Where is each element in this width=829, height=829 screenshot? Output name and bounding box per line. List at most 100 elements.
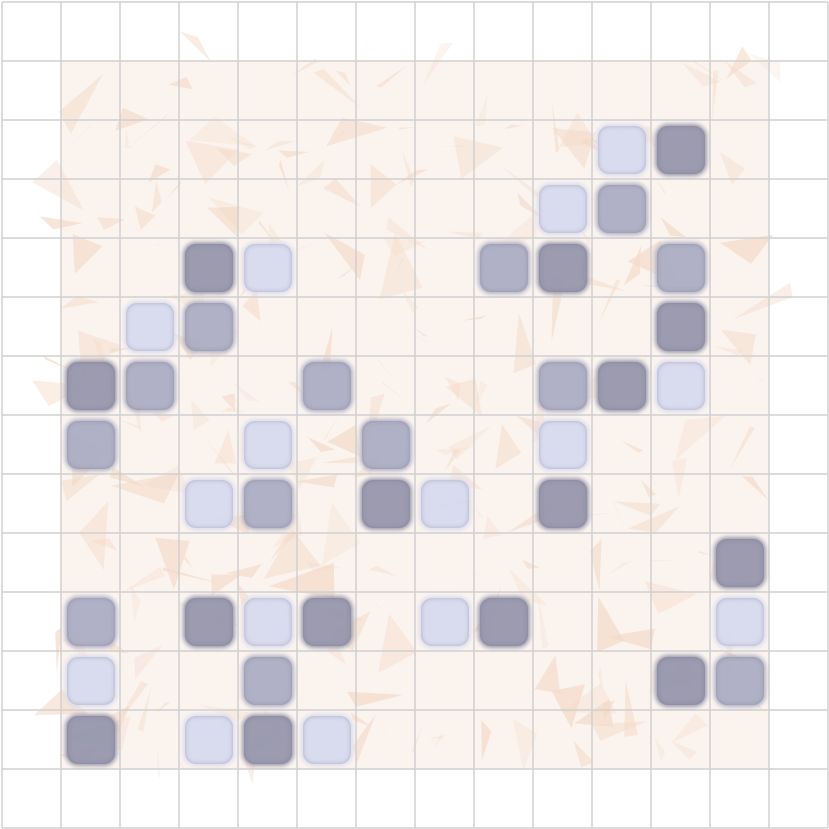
tile-light[interactable] [243, 420, 292, 469]
texture-blotch [396, 257, 405, 274]
tile-light[interactable] [597, 125, 646, 174]
tile-dark[interactable] [656, 125, 705, 174]
tile-dark[interactable] [538, 479, 587, 528]
tile-medium[interactable] [656, 243, 705, 292]
texture-blotch [714, 346, 744, 356]
texture-blotch [552, 128, 596, 169]
texture-blotch [270, 532, 297, 562]
tile-medium[interactable] [361, 420, 410, 469]
tile-medium[interactable] [597, 184, 646, 233]
texture-blotch [741, 476, 769, 501]
tile-light[interactable] [66, 656, 115, 705]
texture-blotch [551, 275, 566, 342]
tile-medium[interactable] [184, 302, 233, 351]
tile-medium[interactable] [538, 361, 587, 410]
texture-blotch [189, 116, 257, 147]
tile-medium[interactable] [125, 361, 174, 410]
texture-blotch [313, 68, 363, 110]
tile-dark[interactable] [66, 361, 115, 410]
tile-light[interactable] [538, 420, 587, 469]
tile-dark[interactable] [243, 715, 292, 764]
texture-blotch [675, 415, 726, 460]
tile-light[interactable] [302, 715, 351, 764]
texture-blotch [627, 506, 680, 533]
tile-dark[interactable] [656, 656, 705, 705]
texture-blotch [152, 181, 162, 213]
texture-blotch [199, 704, 249, 723]
texture-blotch [347, 691, 403, 707]
texture-blotch [181, 343, 229, 359]
tile-light[interactable] [656, 361, 705, 410]
tile-light[interactable] [420, 479, 469, 528]
texture-blotch [130, 583, 141, 623]
texture-blotch [697, 551, 717, 558]
texture-blotch [561, 683, 617, 714]
tile-light[interactable] [715, 597, 764, 646]
texture-blotch [671, 740, 697, 760]
tile-dark[interactable] [715, 538, 764, 587]
texture-blotch [378, 360, 392, 378]
tile-medium[interactable] [302, 361, 351, 410]
texture-blotch [368, 565, 398, 577]
texture-blotch [534, 655, 561, 694]
texture-blotch [153, 244, 164, 246]
texture-blotch [221, 407, 246, 413]
texture-blotch [58, 73, 104, 134]
tile-light[interactable] [243, 597, 292, 646]
tile-dark[interactable] [538, 243, 587, 292]
texture-blotch [719, 151, 745, 185]
tile-medium[interactable] [243, 656, 292, 705]
texture-blotch [352, 714, 376, 763]
tile-dark[interactable] [302, 597, 351, 646]
texture-blotch [481, 720, 492, 761]
tile-light[interactable] [125, 302, 174, 351]
texture-blotch [401, 289, 419, 314]
tile-dark[interactable] [361, 479, 410, 528]
texture-blotch [307, 437, 335, 453]
texture-blotch [154, 702, 170, 715]
tile-light[interactable] [420, 597, 469, 646]
texture-blotch [221, 393, 235, 412]
tile-light[interactable] [538, 184, 587, 233]
texture-blotch [216, 147, 252, 166]
tile-dark[interactable] [479, 597, 528, 646]
tile-medium[interactable] [243, 479, 292, 528]
tile-dark[interactable] [184, 243, 233, 292]
texture-blotch [263, 529, 321, 579]
texture-blotch [517, 192, 546, 221]
texture-blotch [712, 70, 719, 122]
tile-medium[interactable] [479, 243, 528, 292]
texture-blotch [614, 501, 661, 516]
texture-blotch [660, 217, 686, 238]
texture-blotch [434, 145, 465, 147]
texture-blotch [125, 128, 129, 150]
tile-light[interactable] [243, 243, 292, 292]
tile-medium[interactable] [66, 597, 115, 646]
texture-blotch [97, 217, 126, 230]
texture-blotch [295, 241, 321, 250]
texture-blotch [204, 438, 234, 474]
texture-blotch [500, 165, 541, 197]
texture-blotch [239, 270, 255, 297]
texture-blotch [671, 713, 708, 743]
texture-blotch [168, 76, 193, 90]
tile-medium[interactable] [66, 420, 115, 469]
tile-dark[interactable] [66, 715, 115, 764]
texture-blotch [227, 136, 257, 149]
tile-dark[interactable] [184, 597, 233, 646]
texture-blotch [278, 150, 309, 158]
texture-blotch [598, 279, 621, 325]
texture-blotch [32, 159, 84, 211]
tile-light[interactable] [184, 479, 233, 528]
texture-blotch [79, 501, 109, 570]
texture-blotch [134, 206, 156, 230]
tile-light[interactable] [184, 715, 233, 764]
tile-medium[interactable] [715, 656, 764, 705]
tile-dark[interactable] [597, 361, 646, 410]
texture-blotch [726, 46, 752, 79]
tile-dark[interactable] [656, 302, 705, 351]
texture-blotch [728, 426, 756, 471]
texture-blotch [211, 574, 241, 596]
texture-blotch [755, 377, 765, 383]
texture-blotch [164, 181, 182, 202]
